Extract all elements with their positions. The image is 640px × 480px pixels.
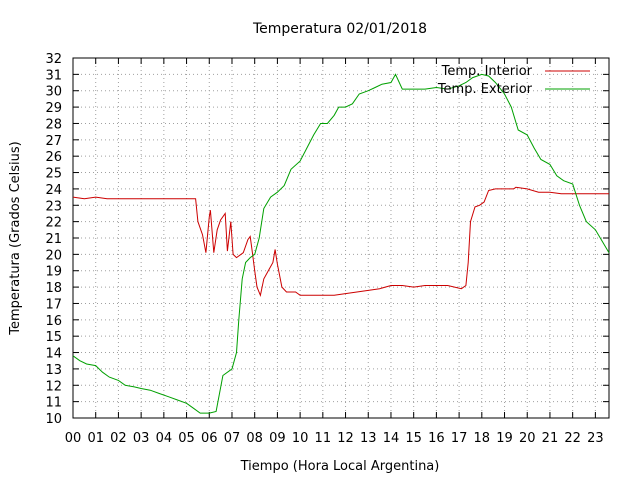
- y-tick-label: 27: [45, 134, 62, 149]
- y-tick-label: 17: [45, 297, 62, 312]
- x-tick-label: 05: [178, 431, 195, 446]
- y-tick-label: 25: [45, 167, 62, 182]
- x-tick-label: 19: [496, 431, 513, 446]
- x-tick-label: 04: [156, 431, 173, 446]
- x-tick-label: 06: [201, 431, 218, 446]
- y-tick-label: 16: [45, 314, 62, 329]
- x-tick-label: 10: [292, 431, 309, 446]
- y-tick-label: 15: [45, 330, 62, 345]
- x-tick-label: 11: [315, 431, 332, 446]
- legend-label-interior: Temp. Interior: [441, 64, 533, 79]
- chart-title: Temperatura 02/01/2018: [252, 21, 427, 37]
- y-tick-label: 22: [45, 216, 62, 231]
- series-line-interior: [72, 186, 609, 297]
- x-tick-label: 14: [383, 431, 400, 446]
- legend: Temp. Interior Temp. Exterior: [437, 64, 590, 97]
- x-tick-label: 21: [542, 431, 559, 446]
- y-tick-label: 26: [45, 150, 62, 165]
- x-tick-label: 08: [246, 431, 263, 446]
- x-tick-label: 00: [65, 431, 82, 446]
- x-tick-label: 02: [110, 431, 127, 446]
- x-tick-label: 20: [519, 431, 536, 446]
- x-tick-label: 18: [474, 431, 491, 446]
- y-tick-label: 12: [45, 379, 62, 394]
- x-tick-label: 01: [87, 431, 104, 446]
- y-axis-label: Temperatura (Grados Celsius): [8, 141, 23, 335]
- y-tick-label: 28: [45, 117, 62, 132]
- y-tick-label: 10: [45, 412, 62, 427]
- x-tick-label: 23: [587, 431, 604, 446]
- y-tick-label: 24: [45, 183, 62, 198]
- x-tick-label: 16: [428, 431, 445, 446]
- y-tick-label: 23: [45, 199, 62, 214]
- y-tick-label: 32: [45, 52, 62, 67]
- legend-label-exterior: Temp. Exterior: [437, 82, 533, 97]
- x-tick-label: 12: [337, 431, 354, 446]
- y-tick-label: 11: [45, 396, 62, 411]
- x-tick-label: 17: [451, 431, 468, 446]
- y-tick-label: 13: [45, 363, 62, 378]
- x-tick-label: 07: [224, 431, 241, 446]
- x-tick-label: 09: [269, 431, 286, 446]
- y-tick-label: 29: [45, 101, 62, 116]
- series-line-exterior: [72, 73, 610, 414]
- y-tick-label: 30: [45, 85, 62, 100]
- x-tick-label: 22: [564, 431, 581, 446]
- x-tick-label: 13: [360, 431, 377, 446]
- y-tick-label: 31: [45, 68, 62, 83]
- axis-ticks: 1011121314151617181920212223242526272829…: [45, 52, 609, 446]
- grid-lines: [73, 58, 609, 418]
- x-tick-label: 03: [133, 431, 150, 446]
- y-tick-label: 18: [45, 281, 62, 296]
- x-axis-label: Tiempo (Hora Local Argentina): [240, 459, 440, 474]
- y-tick-label: 21: [45, 232, 62, 247]
- y-tick-label: 19: [45, 265, 62, 280]
- x-tick-label: 15: [405, 431, 422, 446]
- y-tick-label: 14: [45, 347, 62, 362]
- series-lines: [72, 73, 610, 414]
- y-tick-label: 20: [45, 248, 62, 263]
